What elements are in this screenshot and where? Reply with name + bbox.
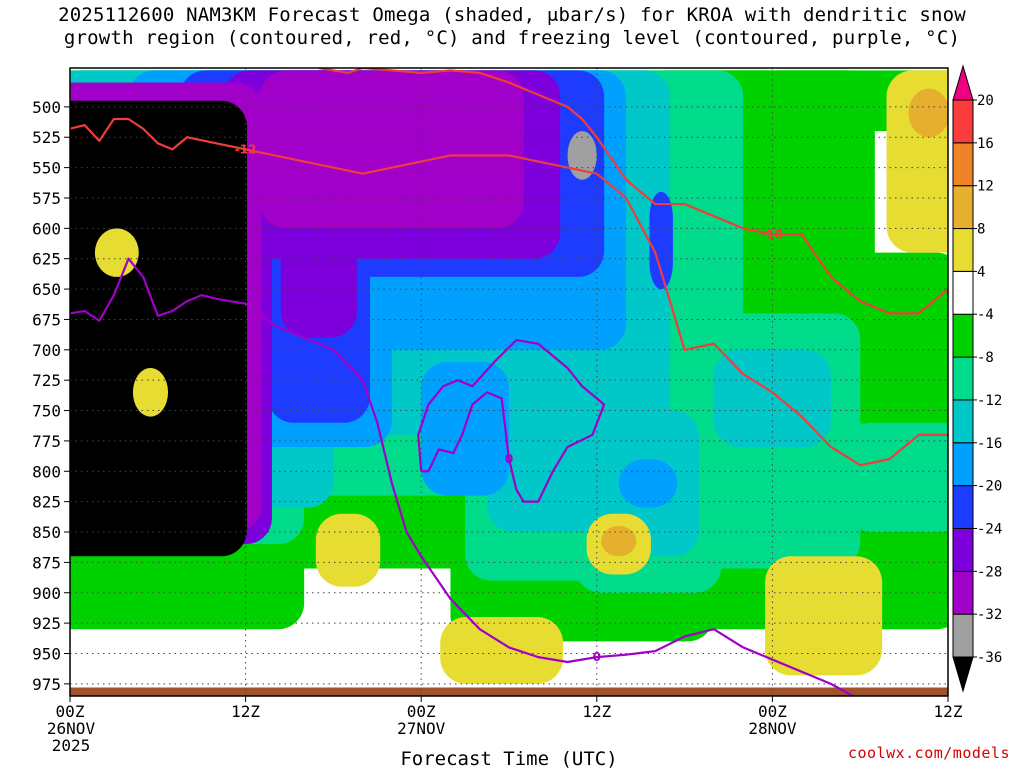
colorbar-box-12	[952, 142, 974, 187]
plot-frame	[69, 67, 949, 697]
omega-region--36to-32-1	[567, 131, 597, 180]
x-tick-label-h0-0: 00Z	[56, 702, 85, 721]
contour-line--18-3	[318, 68, 948, 315]
contour-line--12-2	[70, 117, 948, 467]
y-tick-label-700: 700	[32, 341, 61, 360]
colorbar-label-6: -12	[977, 393, 1002, 409]
grid-lines	[70, 68, 948, 696]
y-tick-label-900: 900	[32, 584, 61, 603]
y-tick-label-825: 825	[32, 493, 61, 512]
colorbar-box-3	[952, 527, 974, 572]
y-tick-label-800: 800	[32, 462, 61, 481]
colorbar-box-1	[952, 613, 974, 658]
colorbar-label-10: 8	[977, 222, 985, 238]
colorbar-label-8: -4	[977, 307, 994, 323]
contour-label--12-2: -12	[235, 142, 257, 156]
y-tick-label-975: 975	[32, 675, 61, 694]
omega-region-below-36-0	[70, 100, 248, 557]
terrain-fill	[70, 687, 948, 696]
omega-region-4to8-6	[132, 368, 169, 417]
y-axis: 500 525 550 575 600 625 650 675 700 725 750 775 800 8…	[32, 98, 70, 694]
y-tick-label-925: 925	[32, 614, 61, 633]
omega-region-8to12-0	[908, 88, 948, 138]
chart-title-line-2: growth region (contoured, red, °C) and f…	[63, 27, 961, 49]
terrain-bar	[70, 687, 948, 696]
colorbar-box-11	[952, 185, 974, 230]
colorbar-box-2	[952, 570, 974, 615]
x-tick-label-h24-1: 27NOV	[397, 719, 446, 738]
omega-region-4to8-1	[440, 617, 564, 684]
colorbar-cap-bottom	[952, 656, 974, 693]
colorbar-cap-top	[952, 64, 974, 101]
omega-region-4to8-2	[315, 513, 381, 587]
colorbar-box-4	[952, 485, 974, 529]
colorbar-label-7: -8	[977, 350, 994, 366]
colorbar-box-10	[952, 228, 974, 272]
x-axis-label: Forecast Time (UTC)	[400, 748, 617, 768]
y-tick-label-775: 775	[32, 432, 61, 451]
colorbar-label-1: -32	[977, 607, 1002, 623]
omega-shaded-field	[70, 70, 948, 684]
y-tick-label-875: 875	[32, 553, 61, 572]
x-tick-label-h48-1: 28NOV	[748, 719, 797, 738]
colorbar-box-13	[952, 99, 974, 144]
colorbar-box-9	[952, 270, 974, 315]
colorbar-label-9: 4	[977, 264, 985, 280]
omega-region--24to-20-3	[649, 191, 673, 290]
chart-title: 2025112600 NAM3KM Forecast Omega (shaded…	[0, 4, 1024, 50]
x-tick-label-h0-1: 26NOV	[47, 719, 96, 738]
contour-label-0-0: 0	[593, 650, 601, 664]
colorbar-legend: -36 -32 -28 -24 -20 -16 -12 -8 -4 4 8 12 16 20	[952, 64, 1002, 693]
temperature-contours: 0 0 -12 -18	[70, 68, 948, 696]
y-tick-label-750: 750	[32, 402, 61, 421]
omega-region--20to-16-3	[618, 459, 678, 508]
contour-line-0-1	[417, 338, 606, 503]
colorbar-label-12: 16	[977, 136, 994, 152]
x-tick-label-h0-2: 2025	[52, 736, 91, 755]
omega-region-8to12-1	[601, 525, 637, 557]
y-tick-label-500: 500	[32, 98, 61, 117]
contour-label-0-1: 0	[505, 452, 513, 466]
credit-text: coolwx.com/models	[847, 744, 1010, 762]
chart-title-line-1: 2025112600 NAM3KM Forecast Omega (shaded…	[58, 4, 966, 26]
colorbar-label-3: -24	[977, 521, 1002, 537]
colorbar-box-5	[952, 442, 974, 487]
y-tick-label-675: 675	[32, 310, 61, 329]
colorbar-label-13: 20	[977, 93, 994, 109]
x-tick-label-h48-0: 00Z	[758, 702, 787, 721]
omega-region-4to8-4	[765, 556, 883, 676]
y-tick-label-525: 525	[32, 128, 61, 147]
x-tick-label-h12-0: 12Z	[231, 702, 260, 721]
colorbar-label-4: -20	[977, 479, 1002, 495]
colorbar-label-5: -16	[977, 436, 1002, 452]
x-tick-label-h36-0: 12Z	[582, 702, 611, 721]
colorbar-label-2: -28	[977, 564, 1002, 580]
colorbar-label-11: 12	[977, 179, 994, 195]
y-tick-label-550: 550	[32, 159, 61, 178]
y-tick-label-575: 575	[32, 189, 61, 208]
colorbar-box-7	[952, 356, 974, 401]
x-tick-label-h24-0: 00Z	[407, 702, 436, 721]
y-tick-label-650: 650	[32, 280, 61, 299]
colorbar-box-6	[952, 399, 974, 444]
y-tick-label-600: 600	[32, 219, 61, 238]
y-tick-label-725: 725	[32, 371, 61, 390]
y-tick-label-625: 625	[32, 250, 61, 269]
y-tick-label-850: 850	[32, 523, 61, 542]
y-tick-label-950: 950	[32, 644, 61, 663]
contour-line-0-0	[70, 257, 854, 696]
omega-region--32to-28-1	[252, 82, 327, 205]
colorbar-label-0: -36	[977, 650, 1002, 666]
x-tick-label-h60-0: 12Z	[934, 702, 963, 721]
contour-label--18-3: -18	[762, 227, 784, 241]
omega-region-4to8-5	[94, 228, 139, 277]
colorbar-box-8	[952, 313, 974, 358]
